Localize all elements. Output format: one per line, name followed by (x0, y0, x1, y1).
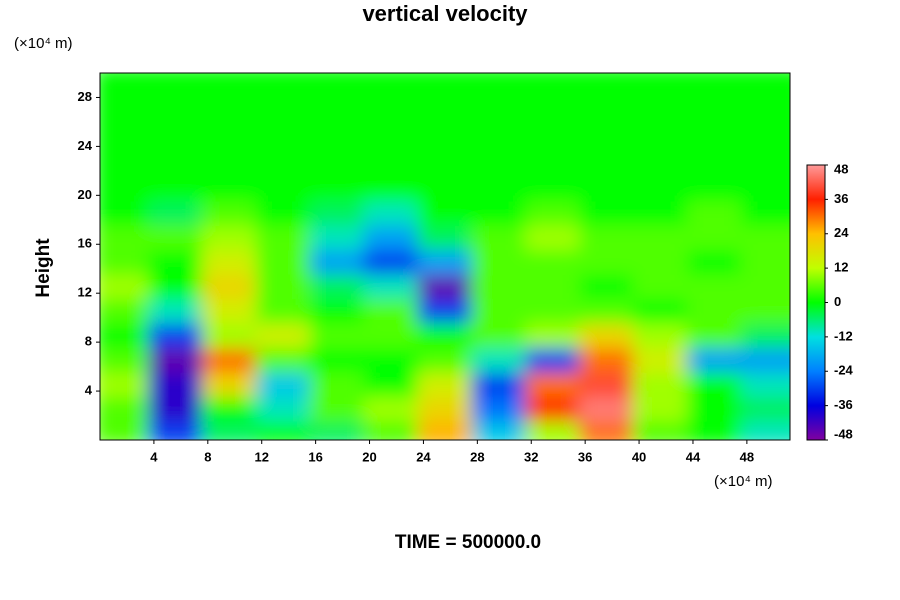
colorbar-tick-label: 0 (834, 294, 841, 309)
x-tick-label: 20 (362, 449, 376, 464)
y-tick-label: 8 (85, 334, 92, 349)
x-tick-label: 4 (150, 449, 158, 464)
x-tick-label: 28 (470, 449, 484, 464)
colorbar-tick-label: -36 (834, 397, 853, 412)
y-axis-label: Height (33, 238, 54, 298)
time-label: TIME = 500000.0 (395, 532, 541, 553)
x-tick-label: 24 (416, 449, 431, 464)
y-tick-label: 16 (78, 236, 92, 251)
x-tick-label: 8 (204, 449, 211, 464)
colorbar-tick-label: -12 (834, 328, 853, 343)
colorbar-tick-label: -24 (834, 363, 854, 378)
x-tick-label: 44 (686, 449, 701, 464)
x-tick-label: 36 (578, 449, 592, 464)
colorbar-tick-label: 24 (834, 225, 849, 240)
plot-frame (99, 72, 791, 441)
x-tick-label: 12 (254, 449, 268, 464)
chart-title: vertical velocity (362, 1, 528, 26)
y-unit: (×10⁴ m) (14, 35, 73, 52)
x-tick-label: 16 (308, 449, 322, 464)
field-cell (740, 73, 790, 104)
colorbar-tick-label: 36 (834, 191, 848, 206)
field (100, 73, 790, 440)
colorbar (806, 164, 826, 441)
y-tick-label: 24 (78, 138, 93, 153)
x-unit: (×10⁴ m) (714, 473, 773, 490)
x-tick-label: 40 (632, 449, 646, 464)
colorbar-tick-label: 48 (834, 161, 848, 176)
colorbar-tick-label: -48 (834, 426, 853, 441)
y-tick-label: 12 (78, 285, 92, 300)
x-tick-label: 32 (524, 449, 538, 464)
y-tick-label: 4 (85, 383, 93, 398)
x-tick-label: 48 (740, 449, 754, 464)
y-tick-label: 20 (78, 187, 92, 202)
colorbar-tick-label: 12 (834, 260, 848, 275)
y-tick-label: 28 (78, 89, 92, 104)
